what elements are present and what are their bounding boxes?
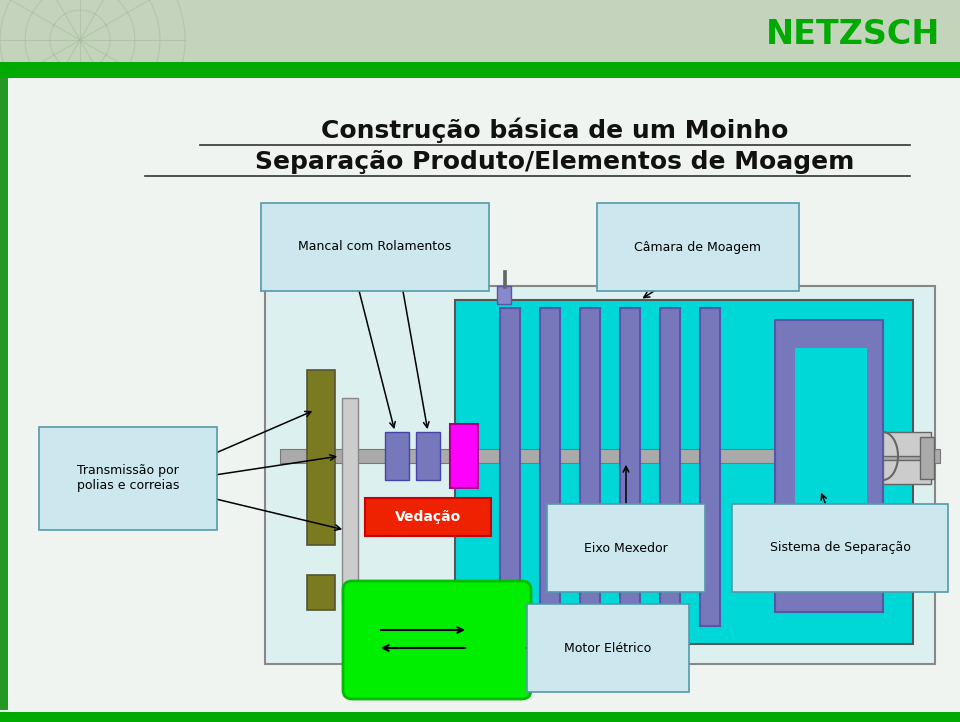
Bar bbox=[660, 308, 680, 626]
Text: Construção básica de um Moinho: Construção básica de um Moinho bbox=[322, 117, 789, 143]
Bar bbox=[497, 286, 511, 304]
Text: Mancal com Rolamentos: Mancal com Rolamentos bbox=[299, 240, 451, 253]
Bar bbox=[0, 0, 960, 78]
Bar bbox=[500, 308, 520, 626]
Bar bbox=[455, 300, 913, 644]
Bar bbox=[342, 398, 358, 604]
Text: Sistema de Separação: Sistema de Separação bbox=[770, 542, 910, 554]
FancyBboxPatch shape bbox=[343, 581, 531, 699]
Bar bbox=[280, 449, 940, 463]
Text: Motor Elétrico: Motor Elétrico bbox=[564, 642, 652, 655]
Text: Transmissão por
polias e correias: Transmissão por polias e correias bbox=[77, 464, 180, 492]
Bar bbox=[0, 62, 960, 78]
Text: Eixo Mexedor: Eixo Mexedor bbox=[584, 542, 668, 554]
Bar bbox=[580, 308, 600, 626]
Bar bbox=[307, 575, 335, 610]
Bar bbox=[365, 498, 491, 536]
Bar bbox=[503, 270, 506, 288]
Bar bbox=[620, 308, 640, 626]
Text: Separação Produto/Elementos de Moagem: Separação Produto/Elementos de Moagem bbox=[255, 150, 854, 174]
Bar bbox=[795, 348, 867, 584]
Bar bbox=[450, 424, 478, 488]
Bar bbox=[265, 286, 935, 664]
Bar bbox=[920, 437, 934, 479]
Bar bbox=[540, 308, 560, 626]
Bar bbox=[883, 460, 931, 484]
Bar bbox=[775, 320, 883, 612]
Bar bbox=[0, 712, 960, 722]
Text: NETZSCH: NETZSCH bbox=[766, 19, 940, 51]
Text: Câmara de Moagem: Câmara de Moagem bbox=[635, 240, 761, 253]
Bar bbox=[0, 78, 8, 710]
Bar bbox=[883, 432, 931, 456]
Text: Vedação: Vedação bbox=[395, 510, 461, 524]
Bar bbox=[700, 308, 720, 626]
Bar bbox=[0, 78, 960, 722]
Bar bbox=[307, 370, 335, 545]
Bar bbox=[385, 432, 409, 480]
Bar bbox=[416, 432, 440, 480]
